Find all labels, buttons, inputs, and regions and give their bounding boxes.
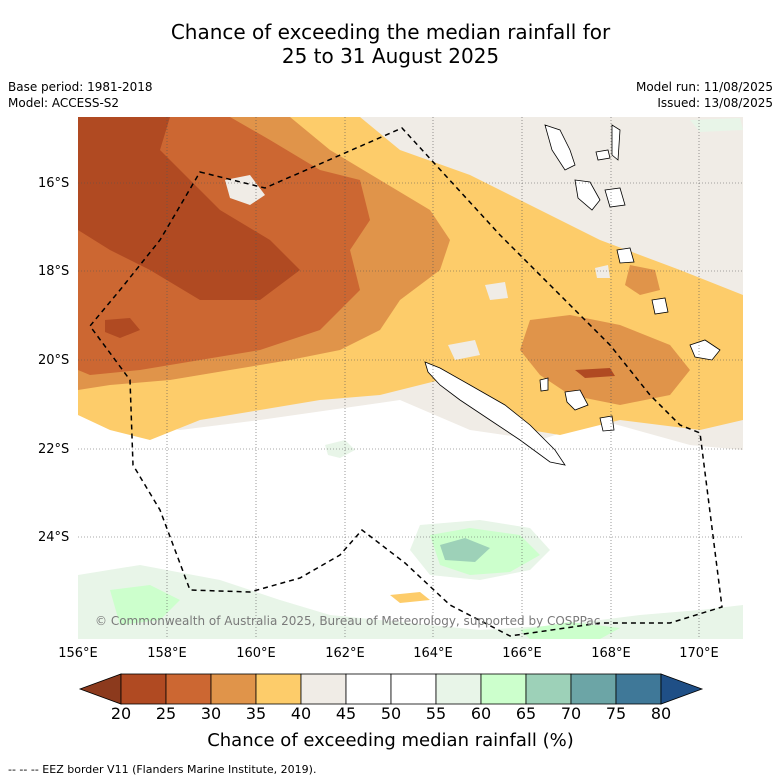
issued-date: Issued: 13/08/2025 bbox=[657, 96, 773, 110]
colorbar-tick: 75 bbox=[605, 704, 627, 723]
lon-label-162e: 162°E bbox=[325, 646, 365, 661]
lon-label-164e: 164°E bbox=[413, 646, 453, 661]
lon-label-160e: 160°E bbox=[236, 646, 276, 661]
colorbar-label: Chance of exceeding median rainfall (%) bbox=[207, 730, 574, 751]
colorbar-tick: 80 bbox=[650, 704, 672, 723]
colorbar-tick: 35 bbox=[245, 704, 267, 723]
lon-label-168e: 168°E bbox=[591, 646, 631, 661]
lat-label-18s: 18°S bbox=[38, 264, 70, 279]
base-period: Base period: 1981-2018 bbox=[8, 80, 153, 94]
colorbar-tick: 55 bbox=[425, 704, 447, 723]
model-name: Model: ACCESS-S2 bbox=[8, 96, 120, 110]
probability-field bbox=[78, 117, 743, 639]
colorbar-tick: 60 bbox=[470, 704, 492, 723]
lat-label-16s: 16°S bbox=[38, 176, 70, 191]
colorbar-tick: 40 bbox=[290, 704, 312, 723]
model-run: Model run: 11/08/2025 bbox=[635, 80, 773, 94]
copyright-notice: © Commonwealth of Australia 2025, Bureau… bbox=[95, 614, 601, 628]
colorbar-tick: 30 bbox=[200, 704, 222, 723]
eez-legend-note: -- -- -- EEZ border V11 (Flanders Marine… bbox=[8, 763, 317, 776]
colorbar-tick: 20 bbox=[110, 704, 132, 723]
lat-label-22s: 22°S bbox=[38, 442, 70, 457]
lon-label-158e: 158°E bbox=[147, 646, 187, 661]
colorbar bbox=[78, 673, 704, 705]
graticule bbox=[78, 117, 743, 639]
colorbar-tick: 45 bbox=[335, 704, 357, 723]
lat-label-20s: 20°S bbox=[38, 353, 70, 368]
lat-label-24s: 24°S bbox=[38, 530, 70, 545]
colorbar-tick: 65 bbox=[515, 704, 537, 723]
colorbar-tick: 70 bbox=[560, 704, 582, 723]
colorbar-tick: 50 bbox=[380, 704, 402, 723]
eez-border bbox=[89, 127, 723, 637]
map-title-line2: 25 to 31 August 2025 bbox=[281, 44, 500, 68]
lon-label-156e: 156°E bbox=[58, 646, 98, 661]
colorbar-tick: 25 bbox=[155, 704, 177, 723]
lon-label-166e: 166°E bbox=[502, 646, 542, 661]
map-title-line1: Chance of exceeding the median rainfall … bbox=[170, 20, 611, 44]
lon-label-170e: 170°E bbox=[679, 646, 719, 661]
